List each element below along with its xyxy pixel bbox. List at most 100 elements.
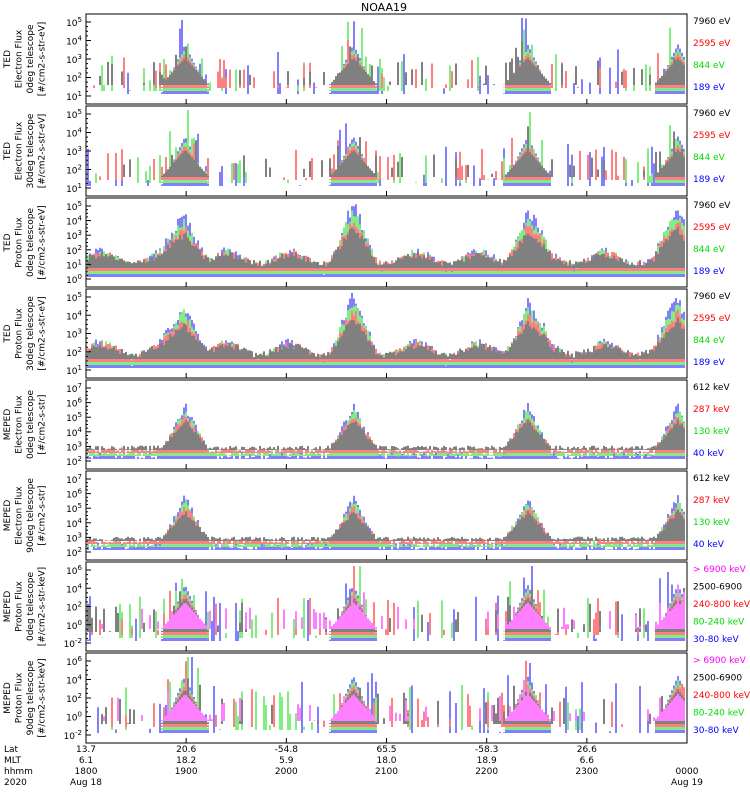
series-trace (87, 509, 685, 541)
y-tick-exponent: 5 (78, 200, 82, 208)
y-tick-label: 104 (66, 309, 82, 322)
series-trace (87, 317, 685, 359)
y-tick-exponent: 5 (78, 291, 82, 299)
y-axis-label: MEPED (3, 409, 13, 441)
y-axis-label: 0deg telescope (26, 208, 36, 278)
x-tick-hhmm: 2100 (375, 767, 398, 777)
y-tick-label: 106 (66, 655, 82, 668)
y-tick-label: 107 (66, 382, 82, 395)
y-tick-label: 10-2 (64, 637, 82, 650)
y-tick-exponent: 4 (78, 674, 83, 682)
legend-entry: 844 eV (693, 336, 726, 346)
data-traces (87, 293, 685, 368)
x-tick-lat: 20.6 (176, 745, 196, 755)
legend-entry: 80-240 keV (693, 709, 745, 719)
series-trace (97, 678, 685, 724)
y-axis-label: MEPED (3, 591, 13, 623)
legend-entry: 30-80 keV (693, 635, 739, 645)
y-tick-label: 104 (66, 517, 82, 530)
y-axis-label: 90deg telescope (26, 478, 36, 553)
y-tick-label: 100 (66, 273, 82, 286)
y-axis-label: 30deg telescope (26, 113, 36, 188)
y-tick-label: 104 (66, 582, 82, 595)
y-axis-label: [#/cm2-s-str-eV] (38, 22, 48, 97)
series-trace (103, 679, 685, 721)
legend-entry: 80-240 keV (693, 618, 745, 628)
y-axis-label: 90deg telescope (26, 660, 36, 735)
y-axis-label: [#/cm2-s-str-keV] (38, 658, 48, 737)
y-tick-exponent: 3 (78, 531, 82, 539)
y-axis-label: Proton Flux (15, 581, 25, 632)
y-tick-label: 102 (66, 72, 82, 85)
y-tick-label: 100 (66, 711, 82, 724)
y-tick-label: 103 (66, 229, 82, 242)
x-tick-lat: -54.8 (275, 745, 299, 755)
legend-entry: 844 eV (693, 61, 726, 71)
y-tick-label: 103 (66, 53, 82, 66)
y-tick-label: 104 (66, 674, 82, 687)
x-tick-date: Aug 18 (70, 778, 102, 788)
series-trace (87, 588, 685, 632)
y-axis-label: 0deg telescope (26, 390, 36, 460)
x-tick-mlt: 18.9 (477, 756, 497, 766)
y-tick-exponent: 4 (78, 35, 83, 43)
y-tick-exponent: 2 (78, 601, 82, 609)
y-tick-exponent: 7 (78, 382, 82, 390)
series-trace (101, 566, 685, 638)
series-trace (101, 21, 685, 91)
series-trace (87, 123, 685, 186)
panel-7: 10-2 100 102 104 106 MEPED Proton Flux 0deg tel… (3, 561, 750, 652)
series-trace (93, 40, 685, 88)
x-tick-date: Aug 19 (671, 778, 703, 788)
y-axis-label: TED (3, 142, 13, 161)
x-tick-mlt: 6.1 (79, 756, 93, 766)
y-tick-exponent: 2 (78, 546, 82, 554)
y-tick-exponent: 2 (78, 72, 82, 80)
legend-entry: 189 eV (693, 83, 726, 93)
y-tick-exponent: 4 (78, 309, 83, 317)
y-tick-label: 103 (66, 145, 82, 158)
legend-entry: 40 keV (693, 449, 725, 459)
y-tick-exponent: 0 (78, 273, 82, 281)
y-tick-label: 10-2 (64, 729, 82, 742)
y-tick-label: 105 (66, 200, 82, 213)
y-axis-label: 0deg telescope (26, 24, 36, 94)
y-tick-label: 106 (66, 397, 82, 410)
y-tick-exponent: 3 (78, 328, 82, 336)
panel-1: 101 102 103 104 105 TED Electron Flux 0deg tele… (3, 13, 731, 105)
y-tick-exponent: 5 (78, 411, 82, 419)
y-tick-label: 102 (66, 244, 82, 257)
y-tick-label: 102 (66, 692, 82, 705)
y-tick-label: 102 (66, 601, 82, 614)
legend-entry: 612 keV (693, 474, 730, 484)
panel-8: 10-2 100 102 104 106 MEPED Proton Flux 90deg te… (3, 652, 750, 744)
y-axis-label: MEPED (3, 682, 13, 714)
x-row-label: MLT (4, 756, 22, 766)
y-tick-exponent: 0 (78, 619, 82, 627)
series-trace (123, 126, 685, 177)
x-tick-mlt: 18.2 (176, 756, 196, 766)
y-tick-exponent: 6 (78, 655, 83, 663)
x-tick-lat: -58.3 (475, 745, 498, 755)
series-trace (91, 566, 685, 635)
y-tick-exponent: 6 (78, 564, 83, 572)
y-tick-label: 104 (66, 426, 82, 439)
y-tick-label: 104 (66, 127, 82, 140)
figure-title: NOAA19 (361, 1, 407, 14)
series-trace (101, 584, 685, 629)
legend-entry: > 6900 keV (693, 565, 747, 575)
y-tick-label: 103 (66, 328, 82, 341)
x-tick-hhmm: 1900 (175, 767, 198, 777)
legend-entry: 612 keV (693, 383, 730, 393)
legend-entry: 7960 eV (693, 109, 731, 119)
y-axis-label: TED (3, 233, 13, 252)
legend-entry: 2595 eV (693, 223, 731, 233)
y-tick-label: 101 (66, 364, 82, 377)
y-tick-exponent: 4 (78, 517, 83, 525)
y-tick-exponent: 3 (78, 145, 82, 153)
y-tick-exponent: 4 (78, 582, 83, 590)
